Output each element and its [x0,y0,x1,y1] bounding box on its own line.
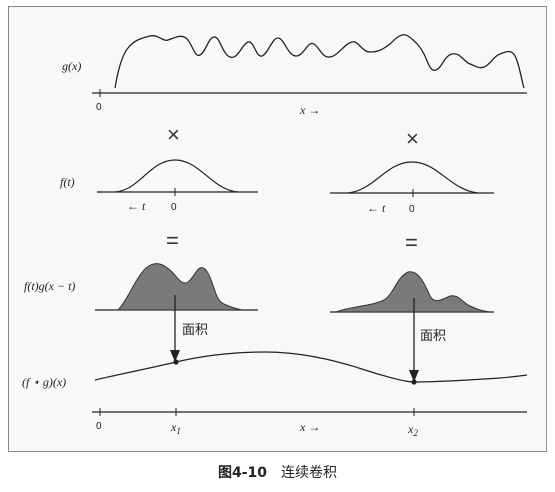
f-left-curve [114,159,239,193]
equals-symbol-left: = [166,228,179,253]
product-right-shaded-area [335,271,491,313]
area-arrow-right-head [409,370,419,382]
conv-curve [94,351,528,383]
f-left-t-label: ← t [127,199,146,213]
conv-label: (f ⋆ g)(x) [22,375,66,389]
f-left-zero: 0 [171,202,177,213]
figure-frame [8,6,547,452]
area-label-left: 面积 [182,323,208,338]
g-axis-x-label: x → [299,103,320,117]
product-label: f(t)g(x − t) [24,279,75,293]
area-label-right: 面积 [420,329,446,344]
caption-text: 连续卷积 [281,465,338,481]
f-right-t-label: ← t [367,201,386,215]
area-arrow-left-head [170,350,180,362]
conv-axis-x-label: x → [299,420,320,434]
product-left-shaded-area [116,263,243,311]
conv-axis-x1-sub: 1 [176,426,181,436]
f-label: f(t) [60,175,75,189]
conv-axis-x2: x2 [407,422,418,438]
equals-symbol-right: = [405,230,418,255]
figure-caption: 图4-10 连续卷积 [0,462,555,482]
g-axis-zero: 0 [96,102,102,113]
conv-axis-x1-main: x [170,420,177,434]
conv-point-x2 [411,379,417,385]
g-curve [114,34,525,89]
conv-point-x1 [173,359,179,365]
times-symbol-right: × [406,126,419,151]
f-right-curve [347,161,479,194]
g-label: g(x) [62,59,81,73]
conv-axis-x1: x1 [170,420,181,436]
conv-axis-x2-main: x [407,422,414,436]
times-symbol-left: × [167,122,180,147]
caption-number: 图4-10 [217,465,268,481]
conv-axis-zero: 0 [96,421,102,432]
conv-axis-x2-sub: 2 [413,428,418,438]
f-right-zero: 0 [409,204,415,215]
